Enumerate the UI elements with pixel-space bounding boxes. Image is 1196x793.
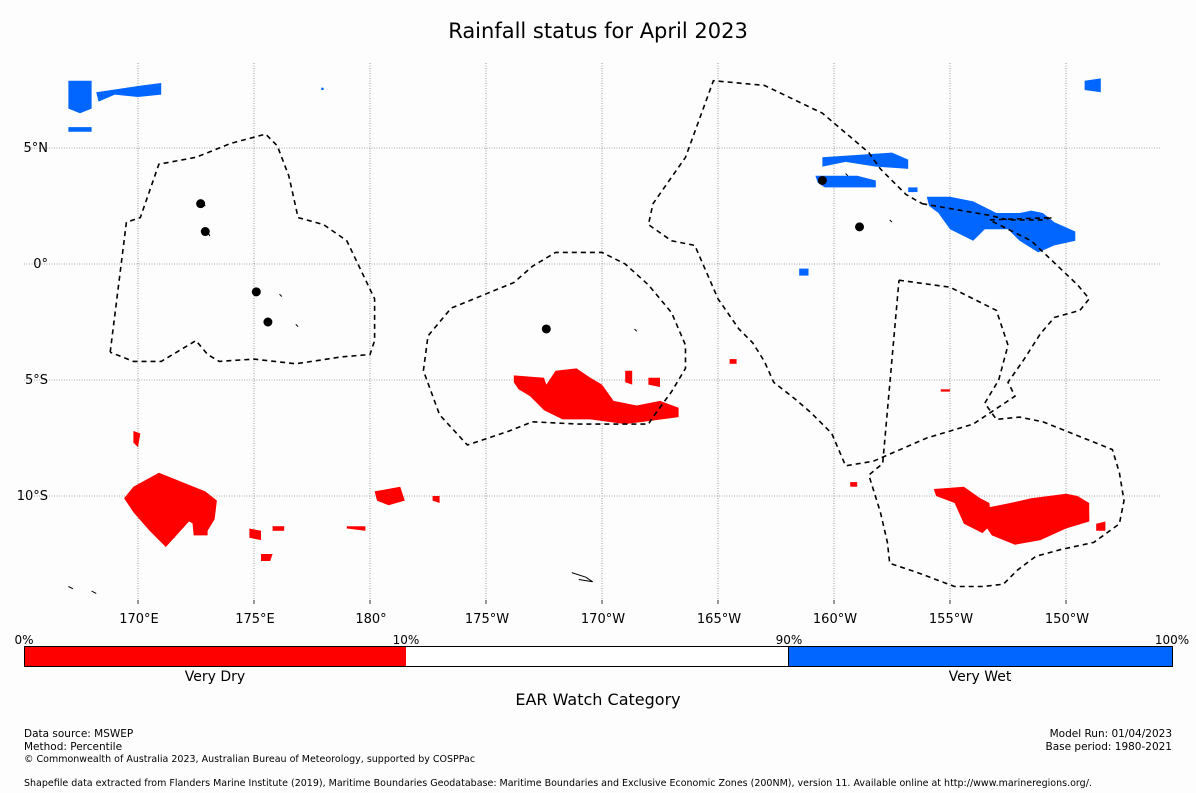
x-tick-label: 155°W — [928, 612, 974, 627]
very-dry-region — [374, 486, 405, 506]
very-dry-region — [124, 472, 217, 547]
very-wet-region — [822, 152, 909, 169]
island-outline — [845, 173, 849, 177]
colorbar-percent-label: 10% — [392, 633, 420, 647]
very-dry-region — [729, 359, 737, 364]
shapefile-credit-text: Shapefile data extracted from Flanders M… — [24, 778, 1092, 789]
x-tick-label: 175°E — [235, 612, 275, 627]
very-dry-region — [249, 528, 261, 541]
very-dry-region — [261, 554, 273, 561]
map-layers — [68, 78, 1125, 594]
island-marker — [263, 317, 273, 327]
method-text: Method: Percentile — [24, 741, 123, 753]
very-dry-region — [940, 389, 950, 392]
very-dry-region — [161, 516, 176, 538]
eez-boundary — [647, 79, 1091, 467]
very-wet-region — [815, 175, 876, 188]
island-outline — [295, 323, 299, 327]
colorbar-very-wet-segment — [788, 646, 1173, 667]
x-tick-label: 170°E — [119, 612, 159, 627]
very-wet-region — [799, 268, 809, 276]
model-run-text: Model Run: 01/04/2023 — [1049, 728, 1172, 740]
island-marker — [251, 287, 261, 297]
very-wet-region — [321, 87, 324, 90]
very-dry-region — [850, 482, 858, 487]
very-wet-region — [68, 127, 92, 132]
eez-boundary — [109, 133, 376, 365]
eez-boundary — [422, 251, 687, 446]
island-outline — [634, 328, 638, 332]
very-wet-region — [1084, 78, 1101, 93]
very-dry-region — [982, 493, 1090, 545]
colorbar-category-label: Very Dry — [184, 669, 246, 685]
colorbar-percent-label: 0% — [14, 633, 34, 647]
base-period-text: Base period: 1980-2021 — [1045, 741, 1172, 753]
y-tick-label: 5°N — [23, 141, 49, 156]
island-marker — [855, 222, 865, 232]
very-wet-region — [908, 187, 918, 193]
x-tick-label: 170°W — [580, 612, 626, 627]
very-dry-region — [513, 368, 679, 425]
colorbar-normal-segment — [406, 646, 788, 667]
island-marker — [196, 199, 206, 209]
very-dry-region — [133, 431, 141, 448]
x-tick-label: 175°W — [464, 612, 510, 627]
island-outline — [889, 219, 893, 223]
colorbar-category-label: Very Wet — [948, 669, 1012, 685]
very-dry-region — [625, 370, 633, 385]
very-dry-region — [1096, 521, 1106, 531]
island-outline — [571, 572, 593, 583]
copyright-text: © Commonwealth of Australia 2023, Austra… — [24, 754, 476, 765]
data-source-text: Data source: MSWEP — [24, 728, 134, 740]
y-tick-label: 5°S — [24, 373, 48, 388]
very-dry-region — [933, 486, 992, 534]
very-dry-region — [346, 526, 366, 531]
very-dry-region — [191, 512, 208, 536]
x-tick-label: 150°W — [1044, 612, 1090, 627]
island-outline — [68, 586, 74, 590]
island-outline — [279, 293, 283, 297]
colorbar-very-dry-segment — [24, 646, 408, 667]
island-marker — [541, 324, 551, 334]
very-dry-region — [1079, 514, 1090, 522]
island-marker — [200, 227, 210, 237]
eez-boundary — [867, 279, 1125, 588]
island-marker — [817, 175, 827, 185]
x-tick-label: 165°W — [696, 612, 742, 627]
very-dry-region — [272, 526, 285, 531]
very-dry-region — [648, 377, 660, 387]
colorbar-percent-label: 90% — [775, 633, 803, 647]
y-tick-label: 0° — [33, 257, 48, 272]
x-tick-label: 160°W — [812, 612, 858, 627]
x-tick-label: 180° — [355, 612, 387, 627]
very-wet-region — [68, 80, 92, 114]
map-title: Rainfall status for April 2023 — [448, 19, 748, 43]
colorbar-percent-label: 100% — [1154, 633, 1190, 647]
colorbar-title: EAR Watch Category — [515, 690, 681, 709]
very-wet-region — [96, 83, 162, 102]
very-dry-region — [432, 496, 440, 503]
y-tick-label: 10°S — [16, 489, 48, 504]
very-wet-region — [926, 196, 1076, 253]
island-outline — [91, 590, 97, 594]
